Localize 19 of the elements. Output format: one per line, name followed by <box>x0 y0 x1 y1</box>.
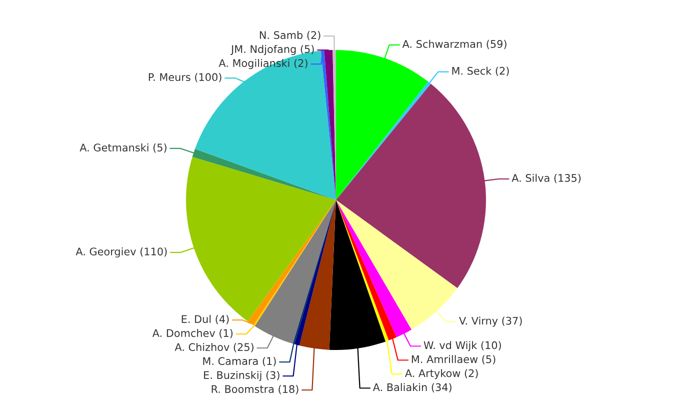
slice-label: A. Getmanski (5) <box>80 143 166 153</box>
slice-label: JM. Ndjofang (5) <box>230 44 314 56</box>
slice-label: N. Samb (2) <box>260 30 320 40</box>
slice-label: R. Boomstra (18) <box>212 384 298 394</box>
slice-label: M. Amrillaew (5) <box>412 355 496 364</box>
slice-label: A. Artykow (2) <box>404 369 478 380</box>
slice-label: A. Georgiev (110) <box>76 247 167 258</box>
slice-label: E. Buzinskij (3) <box>204 370 280 382</box>
slice-label: P. Meurs (100) <box>148 72 222 82</box>
slice-label: E. Dul (4) <box>182 314 229 324</box>
slice-label: A. Baliakin (34) <box>372 383 452 392</box>
slice-label: M. Seck (2) <box>452 66 509 76</box>
slice-label: A. Domchev (1) <box>152 328 233 338</box>
slice-label: A. Schwarzman (59) <box>402 40 506 50</box>
slice-label: A. Silva (135) <box>512 174 581 184</box>
slice-label: W. vd Wijk (10) <box>424 341 501 352</box>
slice-label: V. Virny (37) <box>459 316 522 327</box>
slice-label: M. Camara (1) <box>203 356 276 366</box>
slice-label: A. Chizhov (25) <box>174 342 254 352</box>
